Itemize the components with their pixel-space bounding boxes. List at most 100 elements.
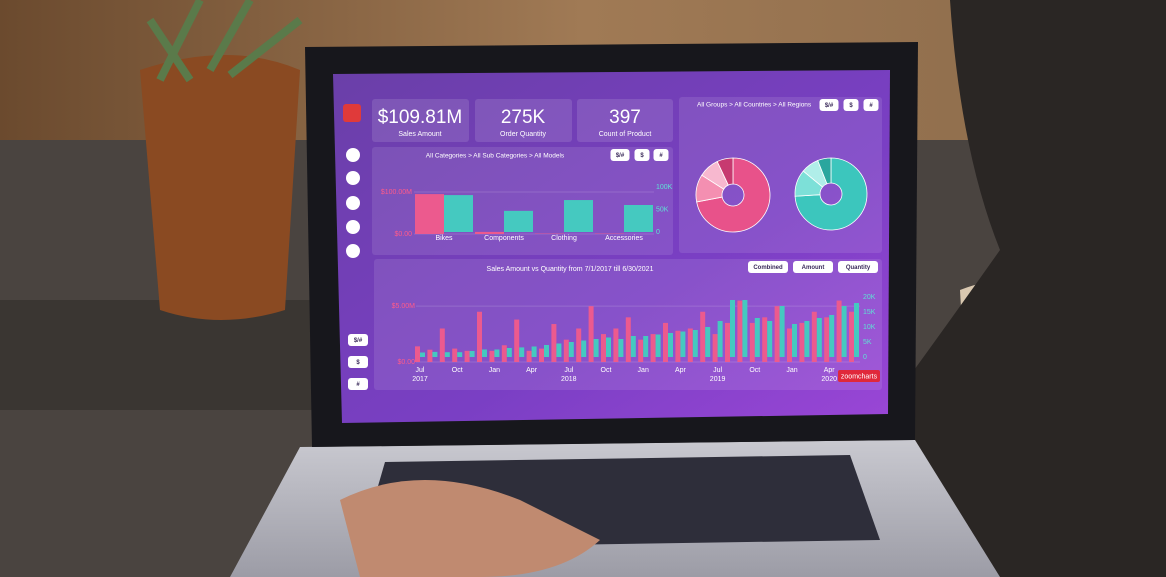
- bar: [816, 318, 822, 357]
- person: [760, 0, 1166, 577]
- info-icon[interactable]: [346, 171, 360, 185]
- bar: [725, 322, 730, 362]
- y2-tick-label: 20K: [863, 294, 876, 301]
- y-tick-label: $100.00M: [381, 189, 412, 196]
- x-tick-label: Accessories: [605, 235, 643, 242]
- bar: [457, 352, 463, 357]
- plant: [146, 0, 303, 83]
- button[interactable]: [610, 149, 630, 161]
- x-year-label: 2018: [561, 376, 577, 383]
- bar: [452, 348, 458, 362]
- bar: [514, 319, 520, 362]
- button-label: #: [869, 103, 873, 109]
- bar: [519, 347, 525, 357]
- bar: [774, 306, 780, 362]
- bar: [504, 210, 533, 232]
- bar: [854, 303, 859, 357]
- bar: [482, 349, 487, 357]
- bar: [730, 300, 735, 357]
- button[interactable]: [748, 261, 788, 273]
- button[interactable]: [653, 149, 669, 161]
- table-mat: [0, 300, 330, 410]
- bar: [767, 321, 773, 357]
- x-tick-label: Apr: [675, 367, 687, 374]
- hand: [340, 480, 600, 577]
- bar: [849, 311, 854, 362]
- bar: [501, 345, 507, 362]
- bar: [432, 351, 438, 357]
- bar: [630, 336, 636, 357]
- bar: [489, 350, 495, 362]
- button[interactable]: [793, 261, 833, 273]
- button[interactable]: [634, 149, 650, 161]
- chart-title: Sales Amount vs Quantity from 7/1/2017 t…: [487, 266, 654, 273]
- bar: [663, 322, 668, 362]
- bar: [420, 352, 425, 357]
- bar: [544, 345, 549, 357]
- bar: [415, 194, 444, 234]
- bar: [762, 317, 768, 362]
- bar: [779, 306, 785, 357]
- bar: [787, 328, 792, 362]
- button-label: $/#: [825, 103, 834, 109]
- bar: [836, 300, 842, 362]
- help-icon[interactable]: [346, 220, 360, 234]
- pie-slice: [696, 157, 771, 233]
- x-year-label: 2017: [412, 376, 428, 383]
- x-year-label: 2020: [821, 376, 837, 383]
- button[interactable]: [348, 378, 368, 390]
- breadcrumb: All Groups > All Countries > All Regions: [697, 102, 812, 109]
- kpi-card: [475, 99, 572, 142]
- x-tick-label: Jul: [416, 367, 425, 374]
- button-label: $: [640, 153, 644, 159]
- button[interactable]: [348, 334, 368, 346]
- button-label: $: [356, 360, 360, 366]
- button-label: Amount: [802, 265, 825, 271]
- y2-tick-label: 100K: [656, 184, 673, 191]
- y2-tick-label: 50K: [656, 206, 669, 213]
- x-tick-label: Clothing: [551, 235, 577, 242]
- bar: [477, 311, 482, 362]
- bar: [638, 339, 644, 362]
- pie-slice: [794, 157, 868, 231]
- layout-icon[interactable]: [346, 196, 360, 210]
- bar: [700, 311, 706, 362]
- bar: [625, 317, 631, 362]
- bar: [506, 348, 512, 357]
- x-tick-label: Apr: [824, 367, 836, 374]
- y-tick-label: $0.00: [397, 359, 415, 366]
- bar: [643, 336, 649, 357]
- link-icon[interactable]: [346, 244, 360, 258]
- button[interactable]: [863, 99, 879, 111]
- kpi-value: 275K: [501, 107, 546, 128]
- bar: [742, 300, 748, 357]
- brand-badge: [838, 370, 880, 382]
- bar: [841, 306, 847, 357]
- x-tick-label: Jan: [489, 367, 500, 374]
- bar: [618, 339, 624, 357]
- bar: [680, 331, 686, 357]
- filter-icon[interactable]: [346, 148, 360, 162]
- bar: [601, 334, 606, 362]
- x-tick-label: Components: [484, 235, 524, 242]
- kpi-card: [577, 99, 673, 142]
- button[interactable]: [838, 261, 878, 273]
- button-label: $/#: [354, 338, 363, 344]
- button[interactable]: [819, 99, 839, 111]
- y-tick-label: $0.00: [394, 231, 412, 238]
- x-tick-label: Jul: [564, 367, 573, 374]
- x-tick-label: Bikes: [435, 235, 453, 242]
- bar: [568, 342, 574, 357]
- button[interactable]: [843, 99, 859, 111]
- y2-tick-label: 0: [863, 354, 867, 361]
- pie-slice: [817, 157, 832, 185]
- bar: [804, 321, 810, 357]
- button[interactable]: [348, 356, 368, 368]
- bar: [717, 321, 723, 357]
- button-label: $/#: [616, 153, 625, 159]
- bar: [526, 350, 532, 362]
- bar: [749, 322, 755, 362]
- bar: [551, 324, 557, 362]
- kpi-label: Count of Product: [599, 131, 652, 138]
- bar: [829, 315, 835, 357]
